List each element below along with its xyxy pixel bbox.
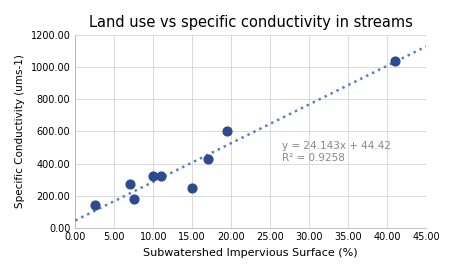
- Y-axis label: Specific Conductivity (ums-1): Specific Conductivity (ums-1): [15, 55, 25, 208]
- Text: y = 24.143x + 44.42
R² = 0.9258: y = 24.143x + 44.42 R² = 0.9258: [282, 141, 391, 163]
- Point: [91, 203, 98, 207]
- Point: [130, 197, 137, 201]
- Title: Land use vs specific conductivity in streams: Land use vs specific conductivity in str…: [89, 15, 413, 30]
- Point: [150, 173, 157, 178]
- Point: [157, 174, 165, 179]
- Point: [204, 156, 212, 161]
- Point: [126, 181, 133, 186]
- X-axis label: Subwatershed Impervious Surface (%): Subwatershed Impervious Surface (%): [143, 248, 358, 258]
- Point: [391, 59, 399, 63]
- Point: [189, 186, 196, 191]
- Point: [224, 129, 231, 134]
